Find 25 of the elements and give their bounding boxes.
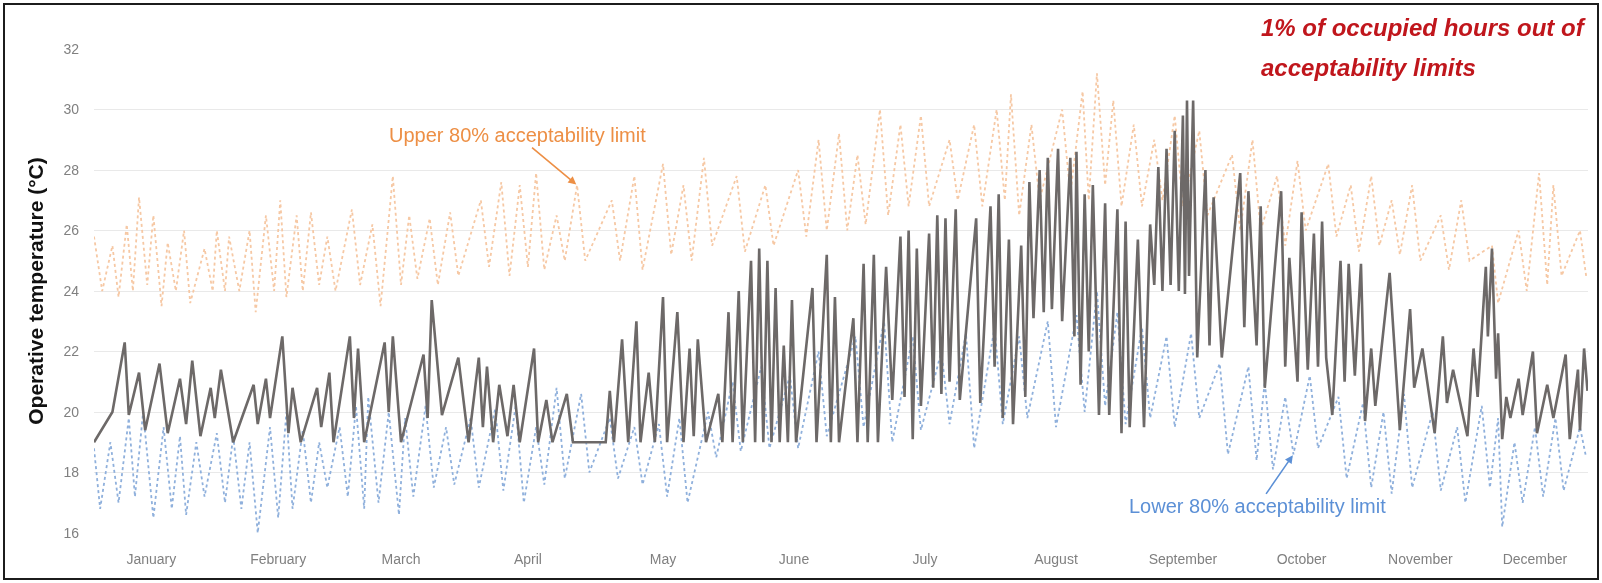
x-tick-label: March — [381, 551, 421, 567]
y-tick-label: 28 — [63, 161, 80, 178]
x-tick-label: June — [778, 551, 810, 567]
y-tick-label: 20 — [63, 403, 80, 420]
x-tick-label: February — [250, 551, 307, 567]
x-tick-label: October — [1276, 551, 1327, 567]
x-tick-label: September — [1148, 551, 1218, 567]
x-tick-label: August — [1034, 551, 1078, 567]
y-axis-title: Operative temperature (°C) — [23, 157, 47, 425]
y-tick-label: 24 — [63, 282, 80, 299]
y-tick-label: 26 — [63, 222, 80, 239]
y-tick-label: 32 — [63, 40, 80, 57]
x-tick-label: May — [649, 551, 677, 567]
y-tick-label: 16 — [63, 524, 80, 541]
annotation: 1% of occupied hours out of acceptability limits — [1261, 13, 1587, 83]
y-tick-label: 22 — [63, 343, 80, 360]
annotation: Upper 80% acceptability limit — [389, 124, 647, 146]
x-tick-label: January — [126, 551, 177, 567]
x-tick-label: July — [912, 551, 938, 567]
x-tick-label: April — [513, 551, 542, 567]
x-tick-label: November — [1388, 551, 1453, 567]
x-tick-label: December — [1502, 551, 1568, 567]
annotation: Lower 80% acceptability limit — [1129, 495, 1387, 517]
y-tick-label: 18 — [63, 464, 80, 481]
y-tick-label: 30 — [63, 101, 80, 118]
